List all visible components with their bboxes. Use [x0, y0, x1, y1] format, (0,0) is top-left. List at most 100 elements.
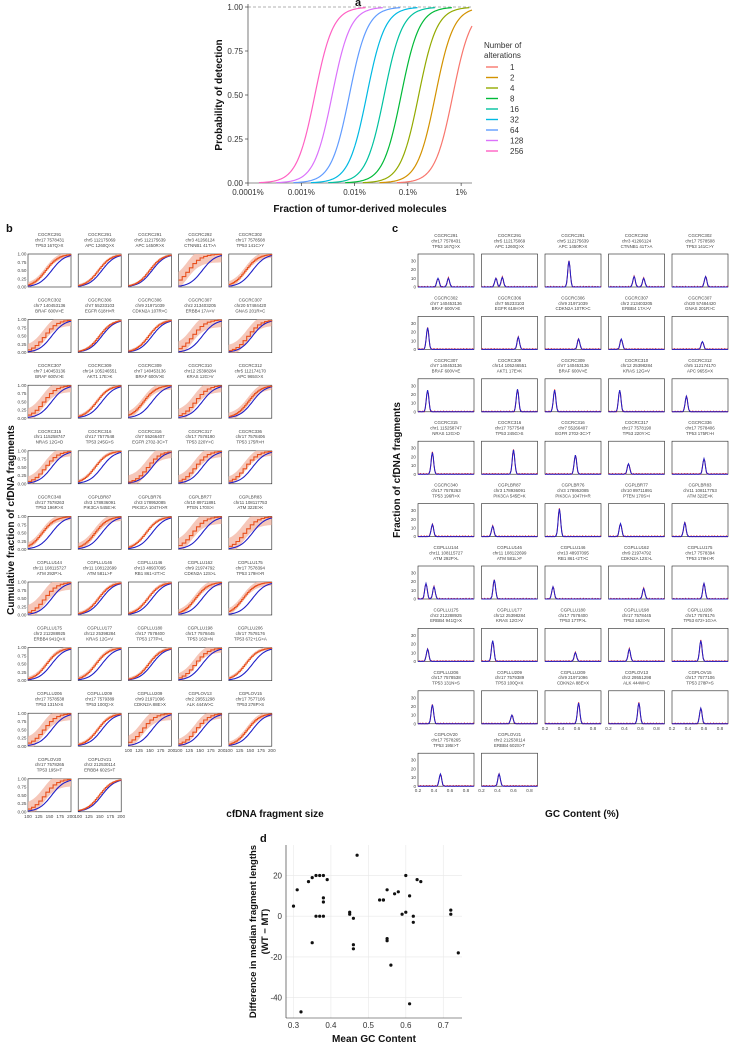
facet-title: TP53 179H>R	[236, 571, 264, 576]
x-tick-label: 200	[218, 748, 226, 753]
scatter-point	[321, 900, 325, 904]
mutant-line	[28, 516, 71, 547]
facet-title: CGCRC307	[625, 295, 649, 300]
facet-title: TP53 195I>T	[433, 743, 459, 748]
facet-title: chr17 7578508	[236, 237, 266, 242]
facet-frame	[671, 503, 729, 537]
y-tick-label: 0	[413, 347, 416, 352]
facet-title: CGCRC291	[561, 233, 585, 238]
mutant-line	[178, 451, 223, 482]
y-tick-label: 20	[411, 766, 417, 771]
y-tick-label: 10	[411, 401, 417, 406]
y-tick-label: 0.00	[18, 285, 27, 290]
facet-title: CGCRC312	[688, 358, 712, 363]
scatter-point	[378, 898, 382, 902]
facet-title: CGCRC307	[688, 295, 712, 300]
facet-title: chr17 7578538	[35, 697, 65, 702]
facet-title: chr9 21971039	[558, 301, 588, 306]
x-tick-label: 200	[117, 814, 125, 819]
facet-title: EGFR 2702-3C>T	[555, 431, 591, 436]
facet-title: CGCRC306	[498, 295, 522, 300]
facet-title: chr17 7578406	[685, 426, 715, 431]
y-tick-label: 1.00	[18, 448, 27, 453]
facet-title: CGCRC340	[38, 494, 62, 499]
wild-type-line	[418, 647, 474, 662]
y-tick-label: 0.50	[18, 662, 27, 667]
wild-type-line	[78, 386, 122, 418]
y-tick-label: 30	[411, 508, 417, 513]
y-tick-label: 0	[278, 912, 283, 921]
facet-title: RB1 861+2T>C	[558, 556, 589, 561]
facet-title: TP53 220Y>C	[186, 440, 214, 445]
facet-frame	[608, 316, 665, 350]
facet-title: APC 965S>X	[237, 374, 263, 379]
facet-title: CGPLBR83	[239, 494, 262, 499]
facet-frame	[544, 628, 602, 662]
wild-type-line	[78, 320, 122, 353]
facet-title: chr7 140453136	[430, 363, 462, 368]
facet-title: chr17 7578400	[558, 613, 588, 618]
scatter-point	[351, 947, 355, 951]
facet-title: chr1 115258747	[34, 434, 66, 439]
x-tick-label: 0.6	[510, 788, 517, 793]
scatter-point	[321, 914, 325, 918]
facet-title: chr13 48937095	[134, 565, 166, 570]
facet-title: TP53 100Q>X	[86, 702, 114, 707]
facet-title: CDKN2A 107R>C	[132, 308, 167, 313]
facet-title: chr12 25398284	[84, 631, 116, 636]
facet-title: PTEN 170S>I	[187, 505, 214, 510]
facet-title: CGPLBR77	[625, 483, 648, 488]
ci-band	[78, 254, 122, 287]
y-tick-label: 0	[413, 534, 416, 539]
y-tick-label: 0.50	[18, 793, 27, 798]
wild-type-line	[78, 648, 122, 681]
x-axis-title: Fraction of tumor-derived molecules	[273, 204, 447, 215]
x-tick-label: 125	[135, 748, 143, 753]
mutant-line	[78, 779, 122, 812]
facet-frame	[417, 253, 475, 288]
x-tick-label: 0.6	[400, 1021, 412, 1030]
facet-title: TP53 278P>S	[237, 702, 265, 707]
mutant-line	[28, 319, 72, 351]
y-tick-label: 0	[413, 597, 416, 602]
facet-title: chr12 25398284	[184, 369, 216, 374]
y-tick-label: 0.50	[18, 465, 27, 470]
facet-title: CGCRC302	[434, 295, 458, 300]
mutant-line	[178, 582, 223, 614]
facet-title: chr5 112175069	[84, 237, 116, 242]
wild-type-line	[27, 779, 72, 812]
x-tick-label: 0.4	[685, 726, 692, 731]
facet-title: CGCRC306	[88, 298, 112, 303]
x-tick-label: 1%	[455, 188, 467, 197]
x-tick-label: 0.7	[438, 1021, 450, 1030]
y-tick-label: 0.25	[18, 408, 27, 413]
x-tick-label: 0.2	[415, 788, 422, 793]
wild-type-line	[672, 706, 728, 725]
x-tick-label: 0.2	[542, 726, 549, 731]
wild-type-line	[128, 255, 172, 287]
scatter-point	[295, 888, 299, 892]
x-tick-label: 125	[85, 814, 93, 819]
facet-frame	[417, 565, 475, 600]
facet-title: chr17 7579389	[495, 675, 525, 680]
y-tick-label: 0	[413, 659, 416, 664]
wild-type-line	[228, 255, 272, 287]
facet-frame	[417, 378, 475, 413]
facet-title: CGPLLU198	[624, 607, 649, 612]
scatter-point	[389, 963, 393, 967]
facet-title: CGPLOV13	[189, 691, 213, 696]
